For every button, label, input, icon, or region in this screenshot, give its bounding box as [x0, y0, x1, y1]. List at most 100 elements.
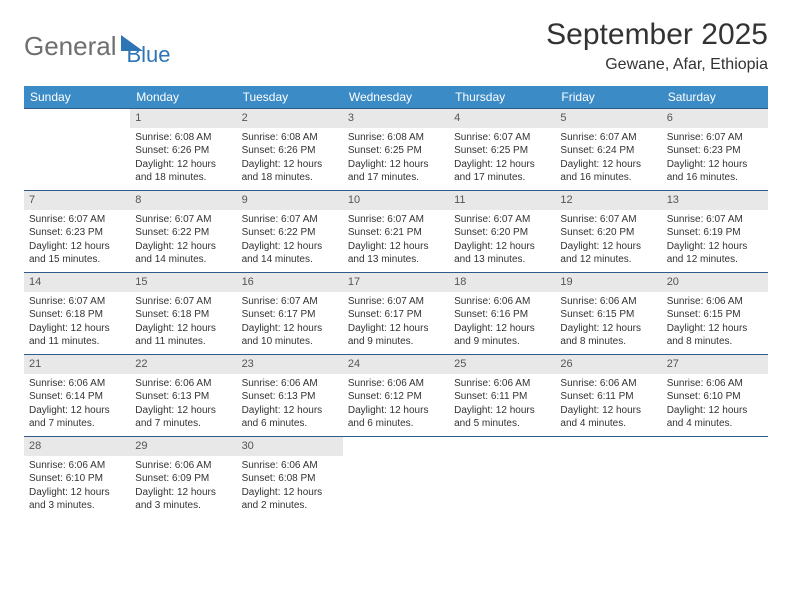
sunset-line: Sunset: 6:23 PM: [667, 144, 763, 158]
sunset-line: Sunset: 6:15 PM: [667, 308, 763, 322]
sunrise-line: Sunrise: 6:06 AM: [135, 377, 231, 391]
calendar-cell: 24Sunrise: 6:06 AMSunset: 6:12 PMDayligh…: [343, 355, 449, 437]
calendar-cell: 6Sunrise: 6:07 AMSunset: 6:23 PMDaylight…: [662, 109, 768, 191]
sunset-line: Sunset: 6:20 PM: [560, 226, 656, 240]
calendar-cell: 13Sunrise: 6:07 AMSunset: 6:19 PMDayligh…: [662, 191, 768, 273]
day-body: Sunrise: 6:06 AMSunset: 6:09 PMDaylight:…: [130, 456, 236, 517]
sunset-line: Sunset: 6:24 PM: [560, 144, 656, 158]
calendar-cell: 18Sunrise: 6:06 AMSunset: 6:16 PMDayligh…: [449, 273, 555, 355]
daylight-line: Daylight: 12 hours and 7 minutes.: [29, 404, 125, 431]
sunrise-line: Sunrise: 6:07 AM: [135, 295, 231, 309]
sunrise-line: Sunrise: 6:08 AM: [135, 131, 231, 145]
daylight-line: Daylight: 12 hours and 12 minutes.: [560, 240, 656, 267]
day-number: 7: [24, 191, 130, 210]
daylight-line: Daylight: 12 hours and 11 minutes.: [29, 322, 125, 349]
sunrise-line: Sunrise: 6:06 AM: [667, 377, 763, 391]
day-body: Sunrise: 6:07 AMSunset: 6:17 PMDaylight:…: [237, 292, 343, 353]
sunset-line: Sunset: 6:26 PM: [242, 144, 338, 158]
daylight-line: Daylight: 12 hours and 4 minutes.: [667, 404, 763, 431]
calendar-cell: 25Sunrise: 6:06 AMSunset: 6:11 PMDayligh…: [449, 355, 555, 437]
sunset-line: Sunset: 6:12 PM: [348, 390, 444, 404]
daylight-line: Daylight: 12 hours and 14 minutes.: [242, 240, 338, 267]
day-body: Sunrise: 6:06 AMSunset: 6:15 PMDaylight:…: [662, 292, 768, 353]
sunrise-line: Sunrise: 6:06 AM: [135, 459, 231, 473]
calendar-week: 21Sunrise: 6:06 AMSunset: 6:14 PMDayligh…: [24, 355, 768, 437]
day-header-thu: Thursday: [449, 86, 555, 109]
day-header-tue: Tuesday: [237, 86, 343, 109]
day-number: 29: [130, 437, 236, 456]
sunset-line: Sunset: 6:18 PM: [29, 308, 125, 322]
day-body: Sunrise: 6:06 AMSunset: 6:14 PMDaylight:…: [24, 374, 130, 435]
day-body: Sunrise: 6:07 AMSunset: 6:22 PMDaylight:…: [237, 210, 343, 271]
calendar-cell: 2Sunrise: 6:08 AMSunset: 6:26 PMDaylight…: [237, 109, 343, 191]
sunset-line: Sunset: 6:19 PM: [667, 226, 763, 240]
sunrise-line: Sunrise: 6:07 AM: [242, 213, 338, 227]
sunrise-line: Sunrise: 6:07 AM: [560, 213, 656, 227]
daylight-line: Daylight: 12 hours and 18 minutes.: [242, 158, 338, 185]
day-body: Sunrise: 6:06 AMSunset: 6:15 PMDaylight:…: [555, 292, 661, 353]
daylight-line: Daylight: 12 hours and 16 minutes.: [667, 158, 763, 185]
sunset-line: Sunset: 6:26 PM: [135, 144, 231, 158]
day-body: Sunrise: 6:08 AMSunset: 6:25 PMDaylight:…: [343, 128, 449, 189]
calendar-cell: [24, 109, 130, 191]
month-title: September 2025: [546, 18, 768, 52]
daylight-line: Daylight: 12 hours and 11 minutes.: [135, 322, 231, 349]
calendar-cell: 10Sunrise: 6:07 AMSunset: 6:21 PMDayligh…: [343, 191, 449, 273]
day-body: Sunrise: 6:07 AMSunset: 6:18 PMDaylight:…: [24, 292, 130, 353]
calendar-cell: 20Sunrise: 6:06 AMSunset: 6:15 PMDayligh…: [662, 273, 768, 355]
sunrise-line: Sunrise: 6:07 AM: [454, 131, 550, 145]
logo-text-blue: Blue: [127, 42, 171, 68]
calendar-cell: [449, 437, 555, 519]
calendar-cell: 1Sunrise: 6:08 AMSunset: 6:26 PMDaylight…: [130, 109, 236, 191]
daylight-line: Daylight: 12 hours and 8 minutes.: [560, 322, 656, 349]
calendar-cell: 30Sunrise: 6:06 AMSunset: 6:08 PMDayligh…: [237, 437, 343, 519]
daylight-line: Daylight: 12 hours and 6 minutes.: [348, 404, 444, 431]
day-body: Sunrise: 6:07 AMSunset: 6:19 PMDaylight:…: [662, 210, 768, 271]
sunrise-line: Sunrise: 6:07 AM: [348, 213, 444, 227]
day-number: 21: [24, 355, 130, 374]
day-number: 3: [343, 109, 449, 128]
calendar-week: 1Sunrise: 6:08 AMSunset: 6:26 PMDaylight…: [24, 109, 768, 191]
calendar-table: Sunday Monday Tuesday Wednesday Thursday…: [24, 86, 768, 519]
day-number: 28: [24, 437, 130, 456]
day-body: Sunrise: 6:07 AMSunset: 6:18 PMDaylight:…: [130, 292, 236, 353]
sunset-line: Sunset: 6:10 PM: [29, 472, 125, 486]
calendar-cell: 8Sunrise: 6:07 AMSunset: 6:22 PMDaylight…: [130, 191, 236, 273]
day-body: Sunrise: 6:07 AMSunset: 6:22 PMDaylight:…: [130, 210, 236, 271]
calendar-cell: 7Sunrise: 6:07 AMSunset: 6:23 PMDaylight…: [24, 191, 130, 273]
calendar-week: 14Sunrise: 6:07 AMSunset: 6:18 PMDayligh…: [24, 273, 768, 355]
sunset-line: Sunset: 6:20 PM: [454, 226, 550, 240]
sunrise-line: Sunrise: 6:06 AM: [560, 377, 656, 391]
sunrise-line: Sunrise: 6:06 AM: [242, 377, 338, 391]
daylight-line: Daylight: 12 hours and 14 minutes.: [135, 240, 231, 267]
sunrise-line: Sunrise: 6:07 AM: [29, 213, 125, 227]
day-header-mon: Monday: [130, 86, 236, 109]
day-number: 30: [237, 437, 343, 456]
daylight-line: Daylight: 12 hours and 17 minutes.: [348, 158, 444, 185]
calendar-week: 7Sunrise: 6:07 AMSunset: 6:23 PMDaylight…: [24, 191, 768, 273]
sunset-line: Sunset: 6:17 PM: [242, 308, 338, 322]
sunrise-line: Sunrise: 6:07 AM: [560, 131, 656, 145]
day-number: 12: [555, 191, 661, 210]
daylight-line: Daylight: 12 hours and 10 minutes.: [242, 322, 338, 349]
calendar-cell: [555, 437, 661, 519]
sunset-line: Sunset: 6:13 PM: [242, 390, 338, 404]
day-number: 13: [662, 191, 768, 210]
calendar-cell: 4Sunrise: 6:07 AMSunset: 6:25 PMDaylight…: [449, 109, 555, 191]
sunset-line: Sunset: 6:22 PM: [242, 226, 338, 240]
day-header-fri: Friday: [555, 86, 661, 109]
sunrise-line: Sunrise: 6:06 AM: [242, 459, 338, 473]
calendar-cell: 5Sunrise: 6:07 AMSunset: 6:24 PMDaylight…: [555, 109, 661, 191]
sunrise-line: Sunrise: 6:06 AM: [454, 295, 550, 309]
calendar-cell: 27Sunrise: 6:06 AMSunset: 6:10 PMDayligh…: [662, 355, 768, 437]
calendar-cell: 23Sunrise: 6:06 AMSunset: 6:13 PMDayligh…: [237, 355, 343, 437]
daylight-line: Daylight: 12 hours and 9 minutes.: [348, 322, 444, 349]
sunset-line: Sunset: 6:15 PM: [560, 308, 656, 322]
sunset-line: Sunset: 6:09 PM: [135, 472, 231, 486]
header: General Blue September 2025 Gewane, Afar…: [24, 18, 768, 74]
day-number: 16: [237, 273, 343, 292]
sunrise-line: Sunrise: 6:07 AM: [29, 295, 125, 309]
sunset-line: Sunset: 6:13 PM: [135, 390, 231, 404]
day-body: Sunrise: 6:07 AMSunset: 6:25 PMDaylight:…: [449, 128, 555, 189]
calendar-cell: 11Sunrise: 6:07 AMSunset: 6:20 PMDayligh…: [449, 191, 555, 273]
